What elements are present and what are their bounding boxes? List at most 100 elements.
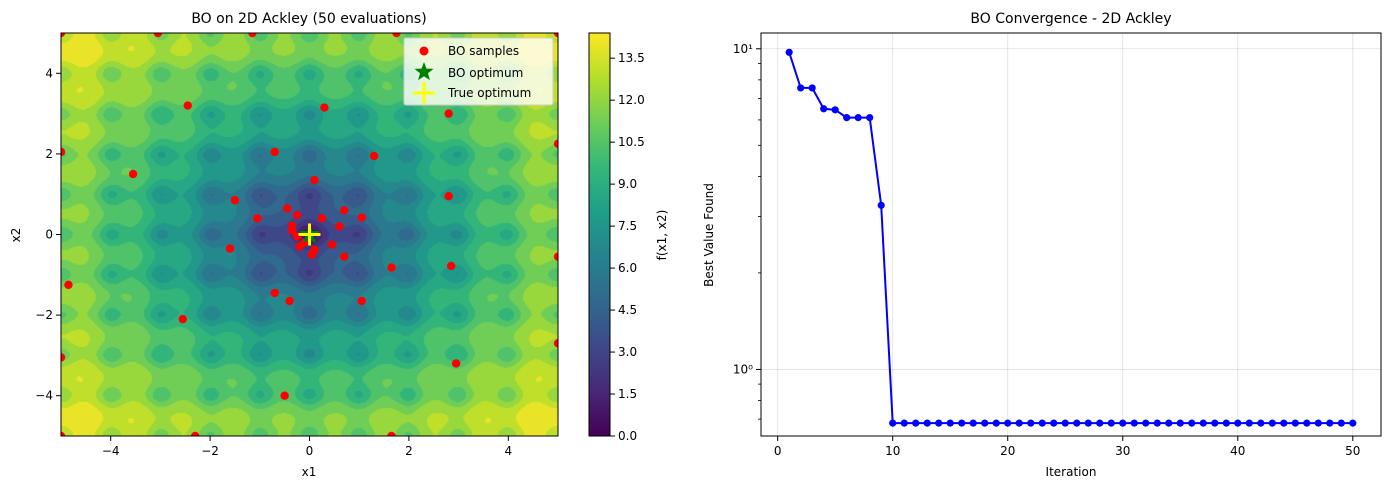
- bo-sample-point: [292, 210, 302, 220]
- left-y-tick-label: −4: [35, 389, 53, 403]
- convergence-point: [900, 419, 908, 427]
- colorbar-tick-label: 13.5: [618, 51, 645, 65]
- bo-sample-point: [230, 196, 240, 205]
- bo-sample-point: [287, 226, 297, 235]
- bo-sample-points: [61, 33, 558, 436]
- legend-label-bo-optimum: BO optimum: [448, 66, 523, 80]
- bo-sample-point: [451, 359, 461, 368]
- convergence-point: [1199, 419, 1207, 427]
- left-y-ticks: −4 −2 0 2 4: [35, 66, 61, 403]
- convergence-point: [820, 105, 828, 113]
- bo-sample-point: [64, 280, 73, 290]
- convergence-point: [1245, 419, 1253, 427]
- convergence-point: [1188, 419, 1196, 427]
- colorbar-tick-label: 0.0: [618, 429, 637, 443]
- convergence-point: [1153, 419, 1161, 427]
- right-y-tick-label: 10¹: [733, 42, 753, 56]
- legend: BO samples BO optimum True optimum: [403, 37, 554, 106]
- left-panel: BO on 2D Ackley (50 evaluations) −4 −2 0 2 4…: [9, 11, 669, 479]
- bo-sample-point: [225, 244, 235, 253]
- legend-marker-true-optimum: [413, 82, 435, 104]
- bo-sample-point: [61, 353, 66, 362]
- legend-label-true-optimum: True optimum: [447, 86, 531, 100]
- convergence-point: [1142, 419, 1150, 427]
- bo-sample-point: [280, 391, 289, 400]
- convergence-point: [866, 114, 874, 122]
- bo-sample-point: [327, 240, 337, 249]
- right-x-tick-label: 20: [1000, 444, 1015, 458]
- left-chart-title: BO on 2D Ackley (50 evaluations): [191, 11, 426, 27]
- left-x-tick-label: −4: [102, 444, 120, 458]
- convergence-point: [1326, 419, 1334, 427]
- right-plot-frame: [760, 32, 1382, 437]
- bo-sample-point: [387, 431, 396, 436]
- right-x-tick-label: 30: [1115, 444, 1130, 458]
- colorbar-ticks: 0.0 1.5 3.0 4.5 6.0 7.5 9.0 10.5 12.0 13.5: [610, 51, 645, 443]
- colorbar-tick-label: 9.0: [618, 177, 637, 191]
- right-grid: [761, 33, 1381, 436]
- bo-sample-point: [310, 175, 319, 185]
- convergence-point: [1280, 419, 1288, 427]
- bo-sample-point: [153, 33, 163, 38]
- convergence-point: [1211, 419, 1219, 427]
- bo-sample-point: [253, 214, 262, 223]
- bo-sample-point: [178, 314, 187, 324]
- colorbar-tick-label: 1.5: [618, 387, 637, 401]
- convergence-point: [1176, 419, 1184, 427]
- convergence-point: [1257, 419, 1265, 427]
- convergence-point: [1038, 419, 1046, 427]
- convergence-point: [797, 84, 805, 92]
- convergence-point: [946, 419, 954, 427]
- convergence-point: [1349, 419, 1357, 427]
- bo-sample-point: [340, 252, 349, 261]
- convergence-point: [877, 201, 885, 209]
- bo-sample-point: [190, 431, 200, 436]
- bo-sample-point: [553, 252, 558, 261]
- convergence-point: [1337, 419, 1345, 427]
- bo-sample-point: [357, 296, 366, 306]
- bo-sample-point: [61, 33, 66, 38]
- right-x-tick-label: 40: [1230, 444, 1245, 458]
- convergence-point: [912, 419, 920, 427]
- convergence-point: [785, 48, 793, 56]
- convergence-point: [992, 419, 1000, 427]
- convergence-point: [1015, 419, 1023, 427]
- convergence-point: [1222, 419, 1230, 427]
- bo-sample-point: [183, 101, 192, 110]
- legend-marker-optimum: [414, 62, 434, 81]
- convergence-point: [854, 114, 862, 122]
- convergence-point: [1268, 419, 1276, 427]
- left-x-axis-label: x1: [302, 465, 317, 479]
- convergence-point: [843, 114, 851, 122]
- convergence-point: [1130, 419, 1138, 427]
- right-x-tick-label: 0: [774, 444, 782, 458]
- convergence-point: [1061, 419, 1069, 427]
- bo-sample-point: [317, 214, 327, 223]
- convergence-point: [923, 419, 931, 427]
- convergence-point: [1119, 419, 1127, 427]
- legend-marker-samples: [419, 46, 429, 56]
- bo-sample-point: [310, 245, 319, 255]
- convergence-point: [1165, 419, 1173, 427]
- colorbar-tick-label: 10.5: [618, 135, 645, 149]
- left-y-axis-label: x2: [9, 228, 23, 243]
- left-x-ticks: −4 −2 0 2 4: [102, 436, 512, 458]
- colorbar-tick-label: 12.0: [618, 93, 645, 107]
- colorbar-tick-label: 3.0: [618, 345, 637, 359]
- convergence-point: [1107, 419, 1115, 427]
- bo-sample-point: [553, 33, 558, 38]
- bo-sample-point: [553, 139, 558, 149]
- right-x-tick-label: 10: [885, 444, 900, 458]
- convergence-point: [1291, 419, 1299, 427]
- convergence-point: [1050, 419, 1058, 427]
- bo-sample-point: [248, 33, 257, 38]
- bo-sample-point: [61, 147, 66, 157]
- true-optimum-plus: [298, 223, 321, 246]
- bo-sample-point: [320, 103, 329, 112]
- convergence-points: [785, 48, 1357, 427]
- bo-sample-point: [444, 109, 453, 118]
- bo-sample-point: [61, 431, 66, 436]
- convergence-point: [958, 419, 966, 427]
- left-x-tick-label: 0: [306, 444, 314, 458]
- convergence-line: [788, 52, 1353, 425]
